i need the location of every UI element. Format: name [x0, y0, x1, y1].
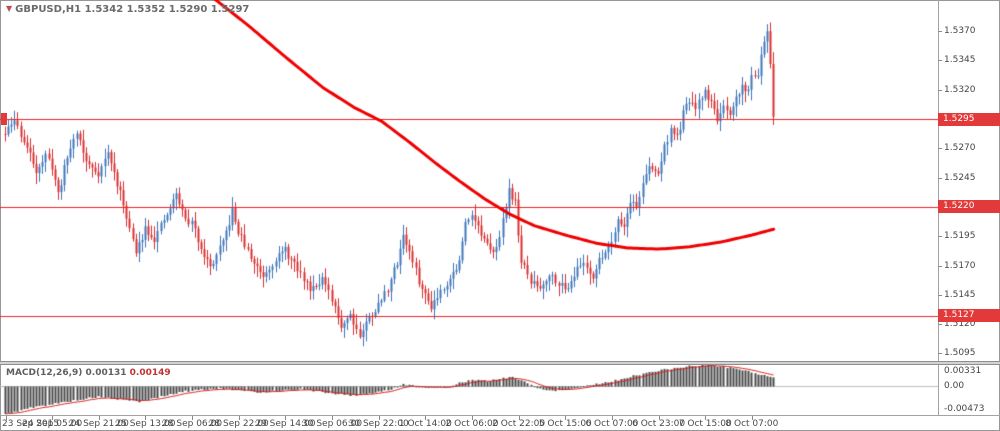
price-axis-tick [938, 266, 942, 267]
time-axis-label: 25 Sep 13:00 [115, 419, 176, 429]
main-chart-canvas[interactable] [0, 0, 938, 361]
price-axis-label: 1.5095 [944, 348, 976, 359]
price-axis-tick [938, 178, 942, 179]
time-axis-tick [705, 416, 706, 420]
price-axis-tick [938, 60, 942, 61]
macd-signal-value: 0.00149 [129, 368, 171, 378]
price-axis-tick [938, 236, 942, 237]
price-axis-tick [938, 353, 942, 354]
time-axis-label: 6 Oct 07:00 [585, 419, 639, 429]
time-axis-label: 2 Oct 06:00 [445, 419, 499, 429]
chart-symbol: GBPUSD,H1 [15, 4, 82, 15]
price-axis-tick [938, 324, 942, 325]
time-axis-tick [379, 416, 380, 420]
time-axis-tick [612, 416, 613, 420]
time-axis-label: 5 Oct 15:00 [538, 419, 592, 429]
macd-canvas[interactable] [0, 365, 938, 415]
time-axis-tick [99, 416, 100, 420]
price-axis-tick [938, 295, 942, 296]
time-axis-tick [145, 416, 146, 420]
time-axis-label: 24 Sep 05:00 [22, 419, 83, 429]
price-axis-label: 1.5345 [944, 55, 976, 66]
time-axis-label: 6 Oct 23:00 [632, 419, 686, 429]
chart-ohlc: 1.5342 1.5352 1.5290 1.5297 [84, 4, 250, 15]
price-axis-tick [938, 90, 942, 91]
time-axis-tick [425, 416, 426, 420]
panel-splitter[interactable] [0, 361, 1000, 365]
time-axis-label: 2 Oct 22:00 [492, 419, 546, 429]
price-axis-label: 1.5170 [944, 260, 976, 271]
price-axis-label: 1.5320 [944, 84, 976, 95]
time-axis-label: 24 Sep 21:00 [68, 419, 129, 429]
time-axis-tick [6, 416, 7, 420]
time-axis-label: 30 Sep 06:00 [302, 419, 363, 429]
macd-name: MACD(12,26,9) [6, 368, 83, 378]
price-line-tag: 1.5295 [938, 112, 1000, 126]
time-axis-label: 30 Sep 22:00 [348, 419, 409, 429]
chart-icon: ▼ [6, 4, 13, 13]
time-axis-tick [239, 416, 240, 420]
price-axis-label: 1.5120 [944, 319, 976, 330]
time-axis-tick [565, 416, 566, 420]
time-axis-tick [285, 416, 286, 420]
macd-axis-label: 0.00331 [944, 366, 982, 376]
time-axis-tick [659, 416, 660, 420]
price-axis-label: 1.5195 [944, 231, 976, 242]
price-line-tag: 1.5220 [938, 200, 1000, 214]
macd-axis-label: 0.00 [944, 380, 965, 391]
time-axis-label: 29 Sep 14:00 [255, 419, 316, 429]
macd-value: 0.00131 [85, 368, 127, 378]
time-axis-label: 1 Oct 14:00 [398, 419, 452, 429]
time-axis-label: 28 Sep 06:00 [162, 419, 223, 429]
time-axis-label: 23 Sep 2015 [2, 419, 60, 429]
price-axis-label: 1.5370 [944, 26, 976, 37]
time-axis-tick [519, 416, 520, 420]
price-axis-label: 1.5245 [944, 172, 976, 183]
price-line-tag: 1.5127 [938, 309, 1000, 323]
time-axis-tick [332, 416, 333, 420]
price-axis-tick [938, 31, 942, 32]
time-axis-separator [0, 415, 1000, 416]
macd-axis-label: -0.00473 [944, 404, 985, 414]
time-axis-tick [752, 416, 753, 420]
chart-title: ▼ GBPUSD,H1 1.5342 1.5352 1.5290 1.5297 [6, 4, 249, 15]
macd-indicator-label: MACD(12,26,9) 0.00131 0.00149 [6, 368, 171, 378]
left-price-marker [1, 113, 7, 126]
time-axis-label: 7 Oct 15:00 [678, 419, 732, 429]
price-axis-tick [938, 148, 942, 149]
price-axis-label: 1.5270 [944, 143, 976, 154]
time-axis-tick [472, 416, 473, 420]
price-axis-label: 1.5145 [944, 289, 976, 300]
time-axis-tick [192, 416, 193, 420]
time-axis-label: 8 Oct 07:00 [725, 419, 779, 429]
time-axis-tick [52, 416, 53, 420]
time-axis-label: 28 Sep 22:00 [208, 419, 269, 429]
